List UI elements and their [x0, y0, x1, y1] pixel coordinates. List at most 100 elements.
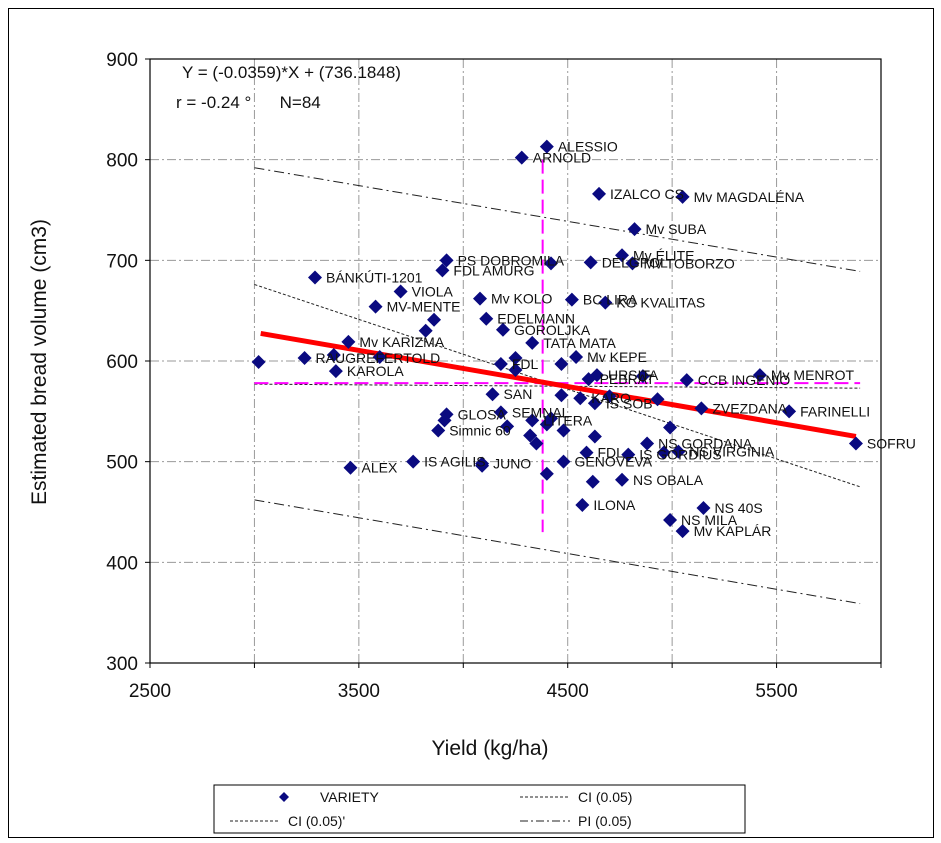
- data-point: [435, 263, 450, 278]
- y-axis-title: Estimated bread volume (cm3): [28, 219, 51, 505]
- data-point: [525, 335, 540, 350]
- data-point: [529, 436, 544, 451]
- data-point: [475, 458, 490, 473]
- data-point: [393, 284, 408, 299]
- data-point: [592, 186, 607, 201]
- point-label: GOROLJKA: [514, 322, 591, 338]
- legend-label: PI (0.05): [578, 813, 632, 829]
- data-point: [508, 363, 523, 378]
- point-label: ALESSIO: [558, 139, 618, 155]
- point-label: RAUGREFERTOLD: [316, 350, 441, 366]
- y-tick-label: 700: [106, 251, 138, 272]
- data-point: [602, 389, 617, 404]
- data-point: [671, 444, 686, 459]
- data-point: [581, 372, 596, 387]
- data-point: [615, 472, 630, 487]
- point-label: ZVEZDANA: [712, 400, 787, 416]
- data-point: [587, 429, 602, 444]
- x-tick-label: 4500: [547, 681, 589, 702]
- data-point: [556, 423, 571, 438]
- point-label: LITERA: [543, 412, 593, 428]
- data-point: [635, 369, 650, 384]
- point-label: FDL AMURG: [453, 262, 534, 278]
- data-point: [307, 270, 322, 285]
- point-label: EDELMANN: [497, 311, 575, 327]
- x-tick-label: 3500: [338, 681, 380, 702]
- point-label: ALEX: [362, 460, 398, 476]
- data-point: [663, 420, 678, 435]
- data-point: [782, 404, 797, 419]
- point-label: GENOVEVA: [575, 454, 653, 470]
- data-point: [251, 355, 266, 370]
- data-point: [625, 256, 640, 271]
- y-tick-label: 500: [106, 453, 138, 474]
- data-points: [251, 139, 863, 539]
- data-point: [615, 248, 630, 263]
- data-point: [675, 189, 690, 204]
- data-point: [328, 364, 343, 379]
- regression-line: [260, 330, 857, 439]
- y-tick-label: 800: [106, 151, 138, 172]
- equation-annotation: Y = (-0.0359)*X + (736.1848): [182, 63, 401, 82]
- data-point: [627, 222, 642, 237]
- data-point: [675, 524, 690, 539]
- data-point: [523, 428, 538, 443]
- data-point: [326, 347, 341, 362]
- point-label: Mv KAPLÁR: [694, 523, 772, 539]
- y-tick-label: 900: [106, 50, 138, 71]
- data-point: [479, 311, 494, 326]
- data-point: [508, 350, 523, 365]
- data-point: [539, 417, 554, 432]
- point-label: FDL: [598, 445, 625, 461]
- point-label: CCB INGENIO: [698, 372, 791, 388]
- data-point: [656, 445, 671, 460]
- point-label: URSITA: [608, 367, 659, 383]
- y-tick-labels: 300 400 500 600 700 800 900: [106, 50, 150, 675]
- point-label: PS DOBROMILA: [458, 252, 565, 268]
- point-label: Simnic 60: [449, 422, 511, 438]
- data-point: [587, 396, 602, 411]
- legend: VARIETY CI (0.05) CI (0.05)' PI (0.05): [213, 784, 746, 834]
- point-label: Mv KEPE: [587, 349, 647, 365]
- data-point: [418, 323, 433, 338]
- data-point: [598, 295, 613, 310]
- data-point: [439, 253, 454, 268]
- point-label: FDL: [512, 356, 539, 372]
- data-point: [579, 445, 594, 460]
- y-tick-label: 600: [106, 352, 138, 373]
- y-tick-label: 400: [106, 553, 138, 574]
- point-label: NS 40S: [714, 500, 762, 516]
- point-label: ARNOLD: [533, 150, 591, 166]
- data-point: [575, 497, 590, 512]
- point-label: Mv KARIZMA: [359, 334, 444, 350]
- x-tick-label: 2500: [129, 681, 171, 702]
- point-label: KG KVALITAS: [616, 295, 705, 311]
- data-point: [544, 256, 559, 271]
- data-point: [554, 388, 569, 403]
- point-label: NS GORDANA: [658, 436, 753, 452]
- data-point: [585, 474, 600, 489]
- point-label: Mv MENROT: [771, 367, 855, 383]
- data-point: [694, 401, 709, 416]
- data-point: [368, 299, 383, 314]
- data-point: [554, 357, 569, 372]
- point-label: PEBRAT: [600, 371, 655, 387]
- point-label: KARO: [591, 390, 631, 406]
- point-label: BÁNKÚTI-1201: [326, 269, 423, 285]
- pi-line: [254, 499, 861, 605]
- point-label: SEMNAL: [512, 404, 570, 420]
- stats-annotation: r = -0.24 ° N=84: [176, 93, 321, 112]
- data-point: [514, 150, 529, 165]
- data-point: [372, 349, 387, 364]
- data-point: [495, 322, 510, 337]
- data-point: [696, 500, 711, 515]
- data-point: [679, 373, 694, 388]
- point-label: IS GORDIUS: [639, 447, 721, 463]
- x-tick-labels: 2500 3500 4500 5500: [129, 663, 882, 702]
- data-point: [621, 447, 636, 462]
- point-label: TATA MATA: [543, 335, 616, 351]
- point-label: MV-MENTE: [387, 299, 461, 315]
- data-point: [493, 405, 508, 420]
- data-point: [848, 436, 863, 451]
- data-point: [343, 460, 358, 475]
